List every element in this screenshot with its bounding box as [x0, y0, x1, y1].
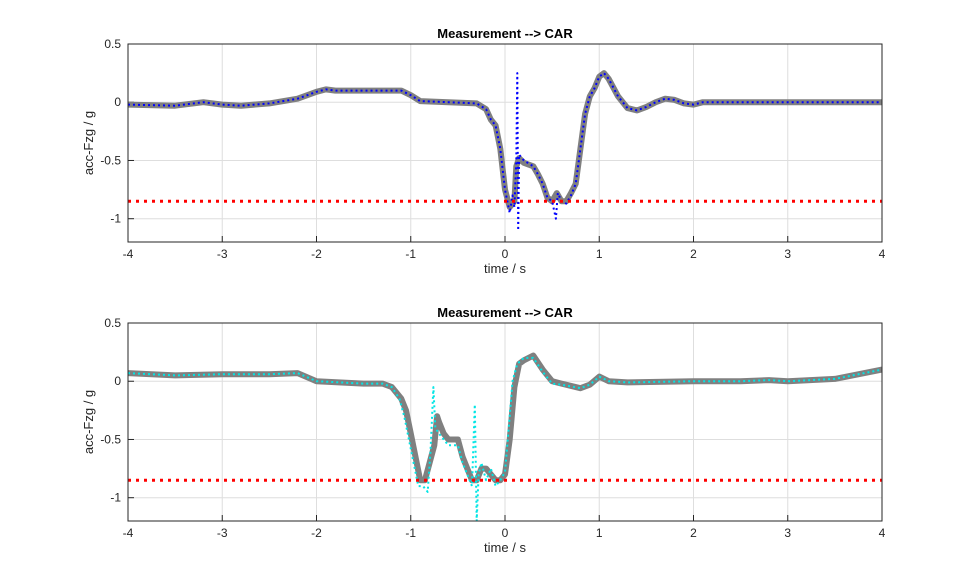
x-tick-label: 0 — [502, 526, 509, 540]
x-tick-label: -3 — [217, 247, 228, 261]
y-tick-label: 0 — [114, 95, 121, 109]
chart-title: Measurement --> CAR — [437, 305, 573, 320]
x-axis-label: time / s — [484, 261, 526, 276]
y-axis-label: acc-Fzg / g — [81, 390, 96, 454]
x-tick-label: 0 — [502, 247, 509, 261]
x-tick-label: -2 — [311, 247, 322, 261]
x-axis-label: time / s — [484, 540, 526, 555]
y-tick-label: -0.5 — [100, 153, 121, 167]
x-tick-label: 3 — [784, 247, 791, 261]
y-tick-label: 0.5 — [104, 37, 121, 51]
x-tick-label: 2 — [690, 526, 697, 540]
x-tick-label: 4 — [879, 247, 886, 261]
series-group — [128, 352, 882, 521]
y-tick-label: -1 — [110, 212, 121, 226]
y-tick-label: -0.5 — [100, 432, 121, 446]
x-tick-label: -3 — [217, 526, 228, 540]
y-axis-label: acc-Fzg / g — [81, 111, 96, 175]
x-tick-label: -1 — [405, 526, 416, 540]
x-tick-label: -4 — [123, 526, 134, 540]
x-tick-label: 4 — [879, 526, 886, 540]
subplot-bottom: -4 -3 -2 -1 0 1 2 3 4 0.5 0 -0.5 -1 Measurement --> C… — [81, 305, 886, 555]
x-tick-label: 2 — [690, 247, 697, 261]
x-tick-label: 1 — [596, 526, 603, 540]
axes-box — [127, 43, 883, 243]
x-tick-label: -1 — [405, 247, 416, 261]
x-tick-label: 3 — [784, 526, 791, 540]
series-group — [128, 70, 882, 232]
y-tick-label: 0 — [114, 374, 121, 388]
x-tick-label: -4 — [123, 247, 134, 261]
axes-box — [127, 322, 883, 522]
chart-title: Measurement --> CAR — [437, 26, 573, 41]
subplot-top: -4 -3 -2 -1 0 1 2 3 4 0.5 0 -0.5 -1 Measurement --> C… — [81, 26, 886, 276]
x-tick-label: 1 — [596, 247, 603, 261]
y-tick-label: 0.5 — [104, 316, 121, 330]
y-tick-label: -1 — [110, 491, 121, 505]
series-measurement — [128, 72, 882, 232]
x-tick-label: -2 — [311, 526, 322, 540]
